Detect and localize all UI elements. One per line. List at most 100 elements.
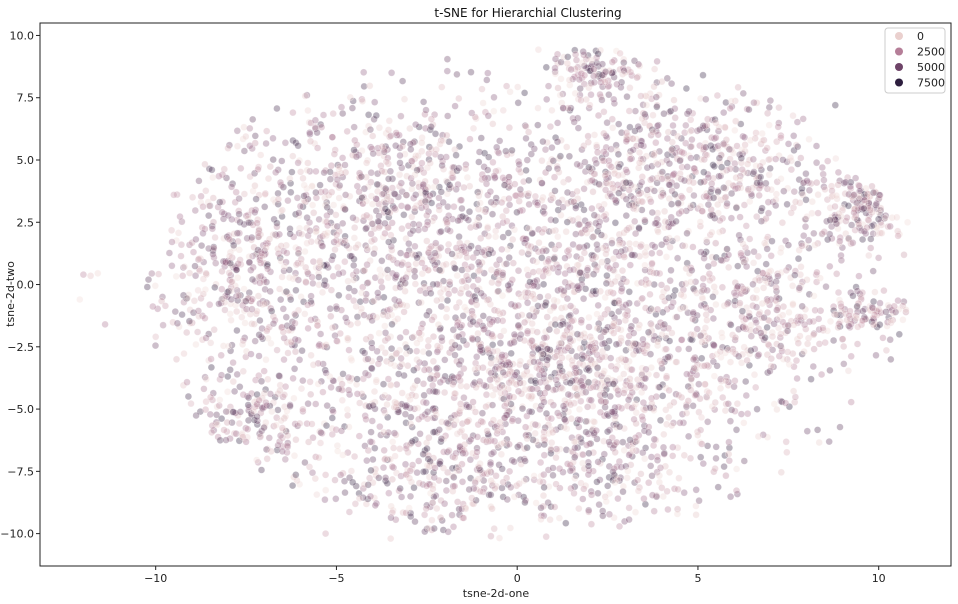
data-point	[490, 525, 498, 533]
data-point	[876, 321, 884, 329]
data-point	[396, 151, 404, 160]
data-point	[549, 428, 557, 437]
data-point	[718, 333, 726, 341]
data-point	[639, 340, 647, 348]
data-point	[574, 124, 583, 132]
data-point	[630, 415, 638, 424]
data-point	[478, 85, 486, 93]
data-point	[698, 294, 706, 302]
data-point	[616, 49, 624, 58]
data-point	[405, 474, 414, 482]
data-point	[233, 307, 241, 316]
data-point	[656, 416, 665, 424]
data-point	[433, 371, 441, 379]
data-point	[299, 174, 307, 182]
data-point	[886, 222, 894, 231]
data-point	[807, 375, 815, 383]
data-point	[378, 257, 386, 265]
data-point	[333, 222, 341, 231]
data-point	[284, 431, 292, 440]
data-point	[551, 503, 559, 511]
data-point	[510, 330, 519, 339]
data-point	[606, 264, 614, 273]
data-point	[685, 186, 694, 194]
data-point	[438, 161, 446, 170]
data-point	[346, 93, 354, 102]
data-point	[563, 143, 571, 151]
data-point	[331, 476, 339, 484]
data-point	[712, 239, 720, 247]
data-point	[328, 414, 336, 422]
data-point	[245, 394, 253, 402]
data-point	[593, 148, 602, 156]
data-point	[505, 359, 513, 367]
data-point	[549, 194, 557, 202]
data-point	[461, 432, 469, 441]
data-point	[489, 120, 497, 128]
data-point	[381, 409, 389, 417]
data-point	[445, 447, 453, 455]
data-point	[251, 337, 259, 345]
data-point	[217, 371, 226, 379]
data-point	[505, 195, 513, 203]
data-point	[618, 285, 626, 293]
data-point	[725, 438, 733, 446]
data-point	[458, 204, 466, 213]
data-point	[737, 154, 745, 162]
data-point	[880, 287, 888, 295]
data-point	[252, 195, 260, 203]
data-point	[675, 474, 683, 482]
data-point	[445, 138, 453, 146]
data-point	[261, 300, 269, 308]
data-point	[384, 274, 392, 282]
data-point	[354, 319, 362, 327]
data-point	[571, 453, 579, 461]
data-point	[832, 192, 841, 200]
data-point	[567, 415, 575, 423]
data-point	[373, 313, 381, 322]
data-point	[674, 199, 682, 207]
data-point	[424, 342, 432, 351]
data-point	[500, 327, 508, 335]
data-point	[522, 134, 530, 143]
data-point	[704, 201, 713, 209]
data-point	[281, 455, 289, 464]
data-point	[695, 408, 703, 416]
data-point	[384, 266, 392, 274]
data-point	[610, 329, 618, 337]
data-point	[329, 408, 337, 416]
data-point	[360, 68, 368, 76]
data-point	[407, 512, 415, 521]
data-point	[710, 341, 718, 349]
data-point	[388, 69, 396, 77]
data-point	[511, 303, 520, 311]
data-point	[242, 297, 250, 305]
data-point	[269, 320, 278, 328]
data-point	[660, 320, 669, 329]
data-point	[469, 381, 477, 389]
data-point	[408, 437, 417, 446]
data-point	[554, 199, 563, 207]
data-point	[592, 427, 600, 435]
data-point	[836, 423, 844, 431]
data-point	[814, 209, 822, 217]
data-point	[695, 497, 703, 505]
data-point	[600, 129, 608, 138]
data-point	[330, 201, 338, 209]
data-point	[536, 458, 545, 467]
data-point	[683, 110, 692, 118]
data-point	[198, 242, 206, 250]
data-point	[321, 194, 329, 202]
data-point	[322, 471, 330, 479]
data-point	[549, 464, 557, 472]
data-point	[648, 491, 657, 499]
data-point	[605, 91, 613, 99]
data-point	[410, 333, 418, 341]
data-point	[599, 157, 607, 165]
data-point	[525, 407, 534, 416]
data-point	[872, 199, 881, 208]
data-point	[426, 375, 435, 383]
data-point	[303, 214, 311, 222]
data-point	[356, 399, 364, 407]
data-point	[555, 339, 564, 348]
